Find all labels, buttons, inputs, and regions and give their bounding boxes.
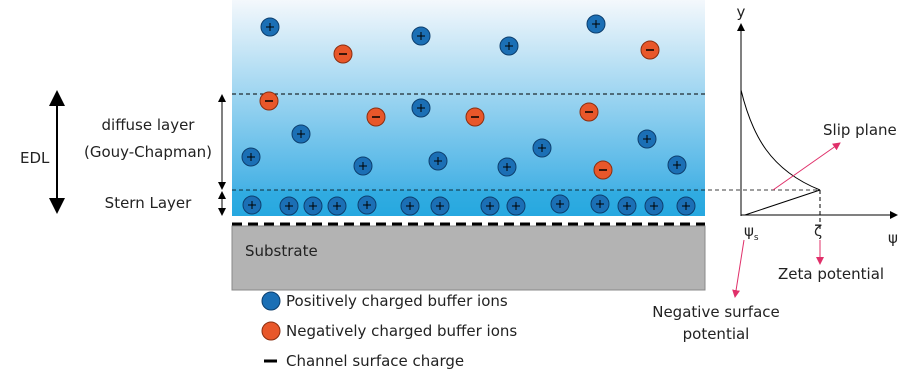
stern-label: Stern Layer [105,194,192,212]
potential-curve [741,90,820,190]
diagram: EDL diffuse layer (Gouy-Chapman) Stern L… [0,0,905,378]
x-axis-label: ψ [888,229,898,247]
zeta-symbol: ζ [814,222,822,240]
y-axis-label: y [737,3,746,21]
surface-label: potential [683,325,750,343]
diffuse-label: diffuse layer [102,116,196,134]
zeta-label: Zeta potential [778,265,884,283]
slip-plane-label: Slip plane [823,121,897,139]
edl-label: EDL [20,149,50,167]
slip-arrow [773,143,840,190]
legend-negative-icon [262,322,280,340]
substrate-label: Substrate [245,242,318,260]
electrolyte [232,0,705,216]
surface-arrow [735,240,744,297]
gouy-label: (Gouy-Chapman) [84,143,212,161]
psi-s-subscript: s [754,233,759,243]
stern-potential [745,190,820,215]
surface-label: Negative surface [652,303,780,321]
legend-positive: Positively charged buffer ions [286,292,508,310]
legend-surface: Channel surface charge [286,352,464,370]
legend-positive-icon [262,292,280,310]
legend-negative: Negatively charged buffer ions [286,322,517,340]
psi-s: ψs [744,222,759,243]
psi-s-symbol: ψ [744,222,754,240]
